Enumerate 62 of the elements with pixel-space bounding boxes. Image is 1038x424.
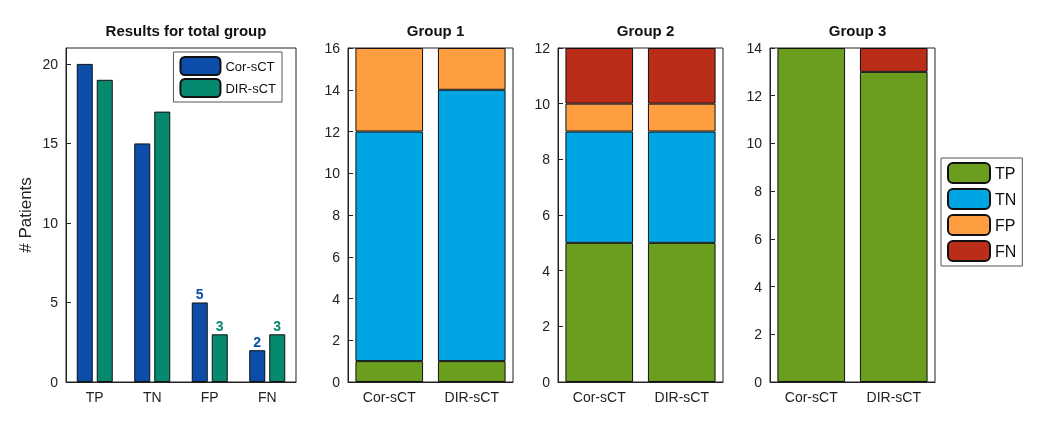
bar xyxy=(154,111,171,382)
y-tick-label: 2 xyxy=(754,326,763,343)
y-tick-label: 2 xyxy=(542,318,551,335)
bar xyxy=(269,334,286,382)
bar xyxy=(76,63,93,382)
x-tick-label: Cor-sCT xyxy=(572,389,627,405)
data-label: 2 xyxy=(253,334,262,351)
y-tick-label: 0 xyxy=(332,374,341,390)
y-tick-label: 10 xyxy=(746,135,763,152)
y-tick-label: 2 xyxy=(332,332,341,349)
bar xyxy=(134,143,151,382)
chart-title: Group 1 xyxy=(406,22,465,39)
y-tick-label: 10 xyxy=(534,95,551,112)
legend-label: DIR-sCT xyxy=(225,80,277,96)
x-tick-label: FN xyxy=(257,389,277,405)
bar xyxy=(191,302,208,382)
y-tick-label: 8 xyxy=(542,151,551,168)
legend-label: TN xyxy=(995,190,1017,208)
y-tick-label: 10 xyxy=(324,165,341,182)
y-tick-label: 6 xyxy=(754,230,763,247)
y-tick-label: 6 xyxy=(542,207,551,223)
y-tick-label: 12 xyxy=(534,40,551,56)
y-tick-label: 15 xyxy=(42,135,59,152)
bar xyxy=(211,334,228,382)
y-tick-label: 8 xyxy=(332,207,341,223)
bar xyxy=(96,79,113,382)
y-tick-label: 10 xyxy=(42,214,59,231)
x-tick-label: DIR-sCT xyxy=(654,389,710,405)
x-tick-label: Cor-sCT xyxy=(362,389,417,405)
chart-title: Group 2 xyxy=(616,22,675,39)
legend-label: FP xyxy=(995,216,1016,234)
y-tick-label: 16 xyxy=(324,40,341,56)
y-tick-label: 14 xyxy=(324,81,341,98)
y-tick-label: 6 xyxy=(332,248,341,265)
x-tick-label: DIR-sCT xyxy=(444,389,500,405)
y-tick-label: 5 xyxy=(50,294,59,311)
y-tick-label: 14 xyxy=(746,40,763,56)
y-tick-label: 8 xyxy=(754,183,763,200)
chart-title: Group 3 xyxy=(828,22,887,39)
data-label: 3 xyxy=(273,318,282,335)
x-tick-label: TP xyxy=(85,389,104,405)
y-tick-label: 0 xyxy=(754,374,763,390)
x-tick-label: FP xyxy=(200,389,219,405)
data-label: 3 xyxy=(215,318,224,335)
y-tick-label: 4 xyxy=(542,262,551,279)
legend-label: TP xyxy=(995,164,1016,182)
y-tick-label: 4 xyxy=(754,278,763,295)
y-tick-label: 20 xyxy=(42,55,59,72)
data-label: 5 xyxy=(195,286,204,303)
y-tick-label: 12 xyxy=(324,123,341,140)
legend-label: Cor-sCT xyxy=(225,58,275,74)
x-tick-label: TN xyxy=(142,389,162,405)
legend-label: FN xyxy=(995,242,1017,260)
y-tick-label: 0 xyxy=(542,374,551,390)
y-tick-label: 4 xyxy=(332,290,341,307)
y-axis-title: # Patients xyxy=(16,177,35,253)
x-tick-label: DIR-sCT xyxy=(866,389,922,405)
bar xyxy=(249,350,266,382)
chart-title: Results for total group xyxy=(105,22,267,39)
y-tick-label: 0 xyxy=(50,374,59,390)
x-tick-label: Cor-sCT xyxy=(784,389,839,405)
y-tick-label: 12 xyxy=(746,87,763,104)
